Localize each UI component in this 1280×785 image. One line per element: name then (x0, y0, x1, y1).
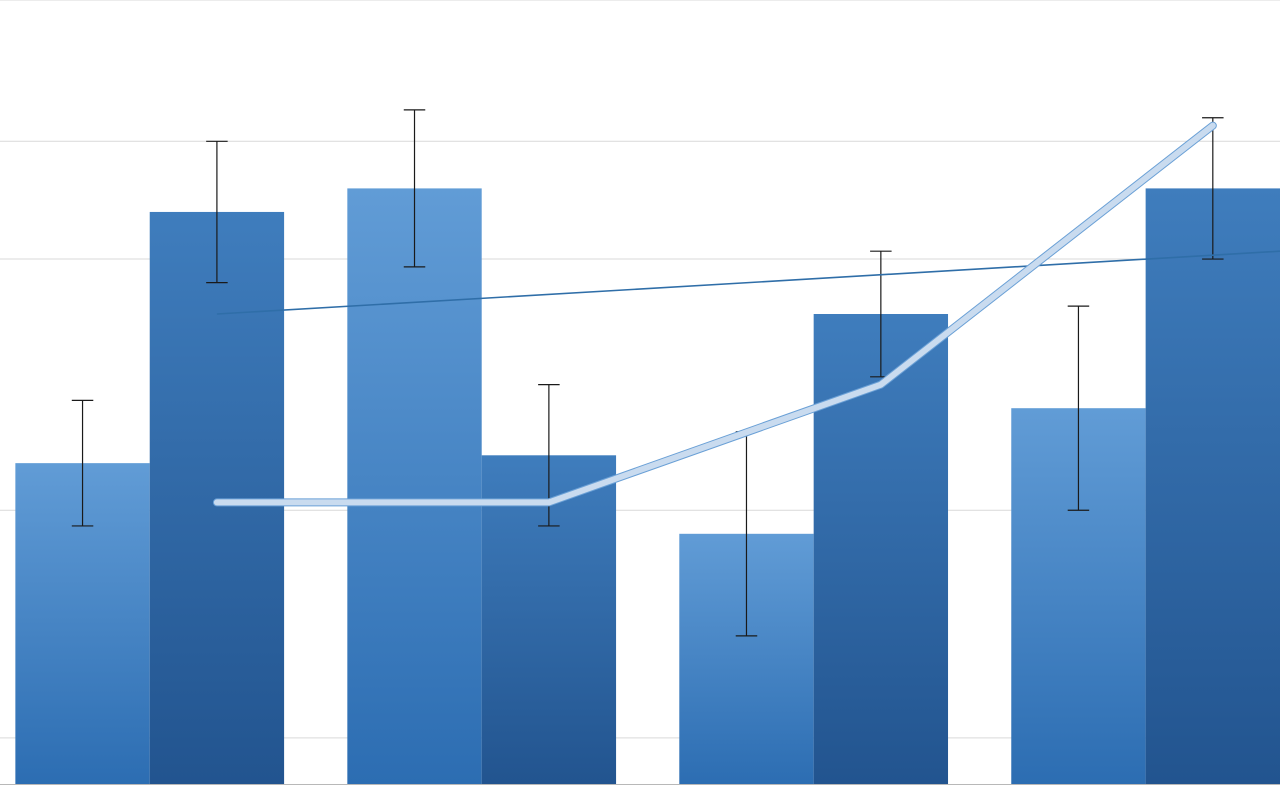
bar-a (347, 188, 481, 785)
bar-line-chart (0, 0, 1280, 785)
bar-b (1146, 188, 1280, 785)
